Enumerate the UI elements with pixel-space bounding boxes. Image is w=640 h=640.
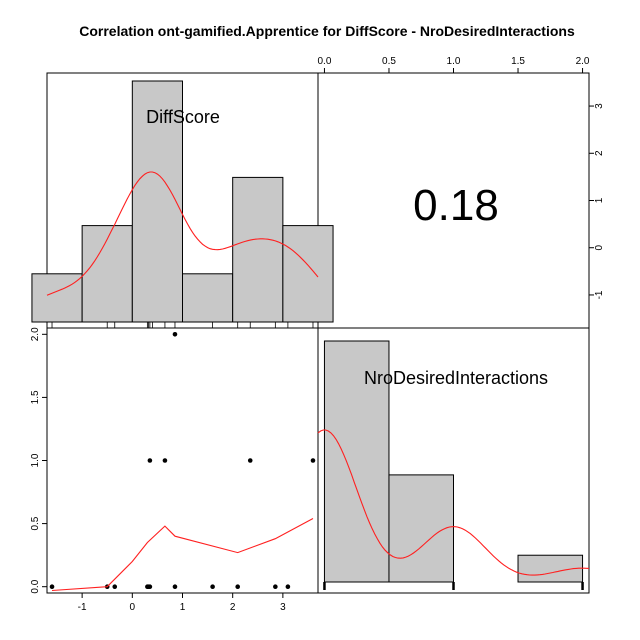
right-axis-tick-label: 3 xyxy=(594,103,605,109)
diffscore-hist-bar xyxy=(282,225,334,323)
scatter-point xyxy=(112,584,118,589)
scatter-point xyxy=(273,584,278,589)
scatter-loess-curve xyxy=(51,518,314,592)
diffscore-hist-bar xyxy=(182,273,234,323)
scatter-point xyxy=(310,458,316,463)
scatter-point xyxy=(247,458,253,463)
panel-layer xyxy=(46,72,590,594)
y-axis-tick-label: 2.0 xyxy=(30,327,41,341)
scatter-point xyxy=(210,584,215,589)
y-axis-tick-label: 1.0 xyxy=(30,453,41,467)
chart-title: Correlation ont-gamified.Apprentice for … xyxy=(79,23,575,39)
y-axis-tick-label: 0.0 xyxy=(30,579,41,593)
diffscore-hist-bar xyxy=(232,176,284,323)
right-axis-tick-label: 0 xyxy=(594,245,605,251)
correlation-value: 0.18 xyxy=(413,181,499,230)
scatter-point xyxy=(147,584,153,589)
mark-layer xyxy=(31,80,590,592)
top-axis-tick-label: 1.5 xyxy=(511,56,525,67)
scatter-point xyxy=(49,584,55,589)
diffscore-density-curve xyxy=(46,171,319,296)
panel-frame-br xyxy=(317,327,590,594)
top-axis-tick-label: 0.0 xyxy=(317,56,331,67)
scatter-point xyxy=(172,584,178,589)
nro-hist-bar xyxy=(323,340,390,583)
scatter-point xyxy=(172,332,178,337)
right-axis-tick-label: 1 xyxy=(594,197,605,203)
diffscore-hist-bar xyxy=(131,80,184,323)
nro-hist-bar xyxy=(388,474,455,583)
x-axis-tick-label: -1 xyxy=(78,602,87,613)
scatter-point xyxy=(147,458,153,463)
x-axis-tick-label: 2 xyxy=(230,602,236,613)
axis-layer: -1 0 1 2 3 0.0 0.5 1.0 1.5 2.0 0.0 0.5 1.0 1.5 2.0 -1 0 1… xyxy=(30,56,605,613)
nrodesiredinteractions-panel-label: NroDesiredInteractions xyxy=(364,368,548,388)
scatter-point xyxy=(235,584,241,589)
right-axis-tick-label: -1 xyxy=(594,290,605,299)
top-axis-tick-label: 0.5 xyxy=(382,56,396,67)
diffscore-panel-label: DiffScore xyxy=(146,107,220,127)
diffscore-hist-bar xyxy=(81,225,133,323)
x-axis-tick-label: 0 xyxy=(130,602,136,613)
right-axis-tick-label: 2 xyxy=(594,150,605,156)
scatter-point xyxy=(162,458,168,463)
x-axis-tick-label: 3 xyxy=(280,602,286,613)
nro-density-curve xyxy=(317,429,590,576)
diffscore-hist-bar xyxy=(31,273,83,323)
top-axis-tick-label: 1.0 xyxy=(447,56,461,67)
y-axis-tick-label: 1.5 xyxy=(30,390,41,404)
panel-frame-bl xyxy=(46,327,319,594)
scatter-point xyxy=(285,584,291,589)
x-axis-tick-label: 1 xyxy=(180,602,186,613)
top-axis-tick-label: 2.0 xyxy=(576,56,590,67)
y-axis-tick-label: 0.5 xyxy=(30,516,41,530)
